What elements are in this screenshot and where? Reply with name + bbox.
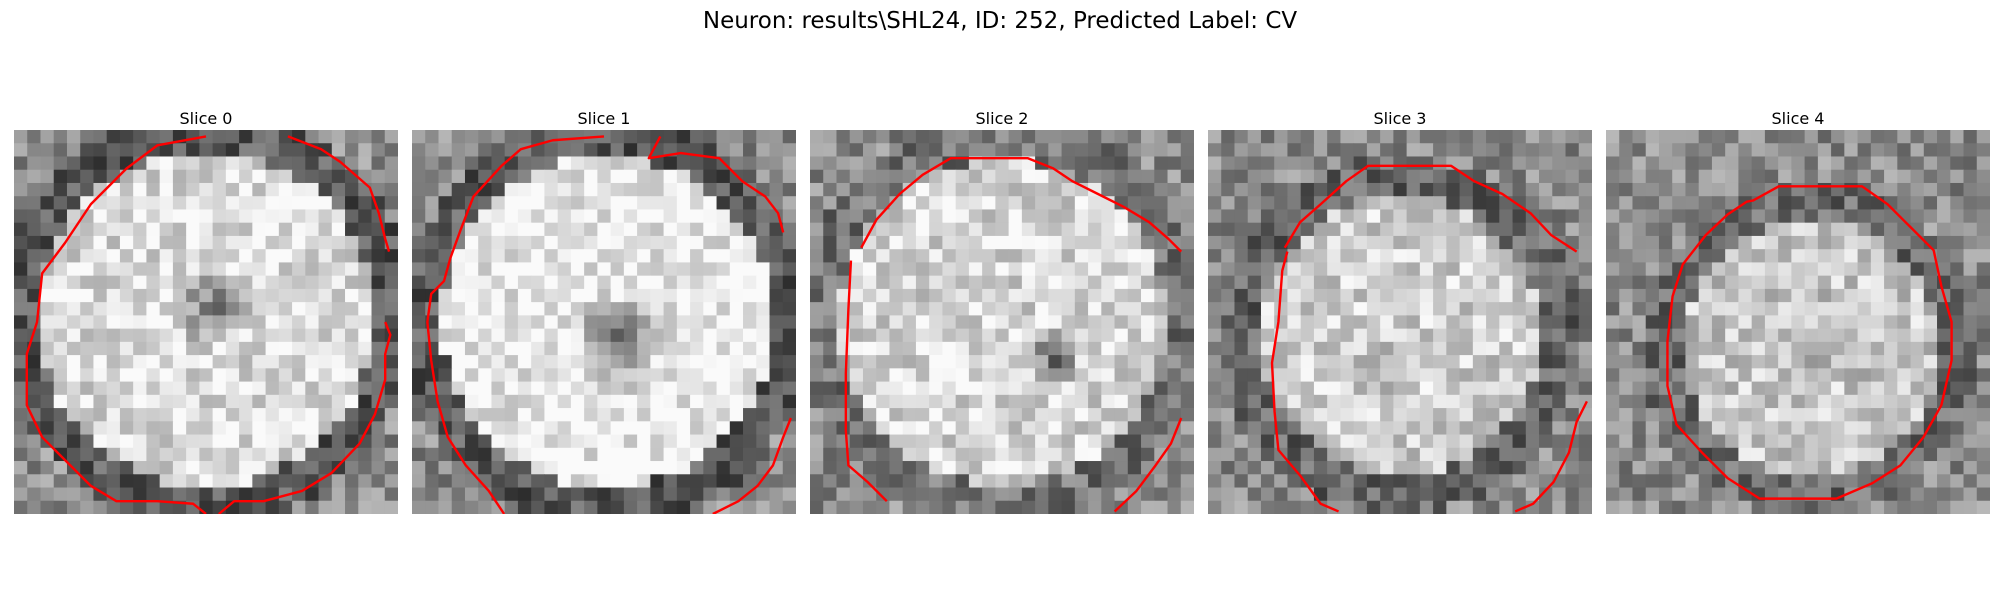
cell-contour bbox=[1270, 164, 1588, 513]
slice-panel-4: Slice 4 bbox=[1606, 108, 1990, 514]
contour-segment bbox=[1666, 185, 1953, 500]
slice-image bbox=[1208, 130, 1592, 514]
slice-image bbox=[412, 130, 796, 514]
slice-panel-2: Slice 2 bbox=[810, 108, 1194, 514]
contour-segment bbox=[426, 135, 605, 514]
contour-segment bbox=[1283, 164, 1578, 253]
figure-title: Neuron: results\SHL24, ID: 252, Predicte… bbox=[702, 8, 1298, 34]
slice-image bbox=[810, 130, 1194, 514]
slice-title: Slice 3 bbox=[1373, 109, 1427, 128]
cell-contour bbox=[25, 135, 392, 514]
contour-segment bbox=[287, 135, 391, 252]
slice-image bbox=[1606, 130, 1990, 514]
contour-segment bbox=[712, 417, 792, 514]
contour-segment bbox=[1514, 400, 1588, 513]
slice-panel-0: Slice 0 bbox=[14, 108, 398, 514]
slice-pixel-grid bbox=[412, 130, 796, 514]
slice-pixel-grid bbox=[14, 130, 398, 514]
contour-segment bbox=[25, 135, 207, 514]
slice-title: Slice 0 bbox=[179, 109, 233, 128]
contour-segment bbox=[860, 156, 1183, 253]
contour-segment bbox=[1270, 251, 1340, 513]
contour-segment bbox=[218, 321, 392, 514]
slice-pixel-grid bbox=[810, 130, 1194, 514]
cell-contour bbox=[1666, 185, 1953, 500]
slice-pixel-grid bbox=[1208, 130, 1592, 514]
slice-panel-3: Slice 3 bbox=[1208, 108, 1592, 514]
slice-image bbox=[14, 130, 398, 514]
slice-title: Slice 2 bbox=[975, 109, 1029, 128]
cell-contour bbox=[426, 135, 792, 514]
cell-contour bbox=[844, 156, 1183, 513]
contour-segment bbox=[844, 260, 888, 503]
contour-segment bbox=[1113, 417, 1183, 513]
slice-panel-1: Slice 1 bbox=[412, 108, 796, 514]
slice-pixel-grid bbox=[1606, 130, 1990, 514]
slice-title: Slice 1 bbox=[577, 109, 631, 128]
contour-segment bbox=[647, 135, 785, 233]
slice-title: Slice 4 bbox=[1771, 109, 1825, 128]
